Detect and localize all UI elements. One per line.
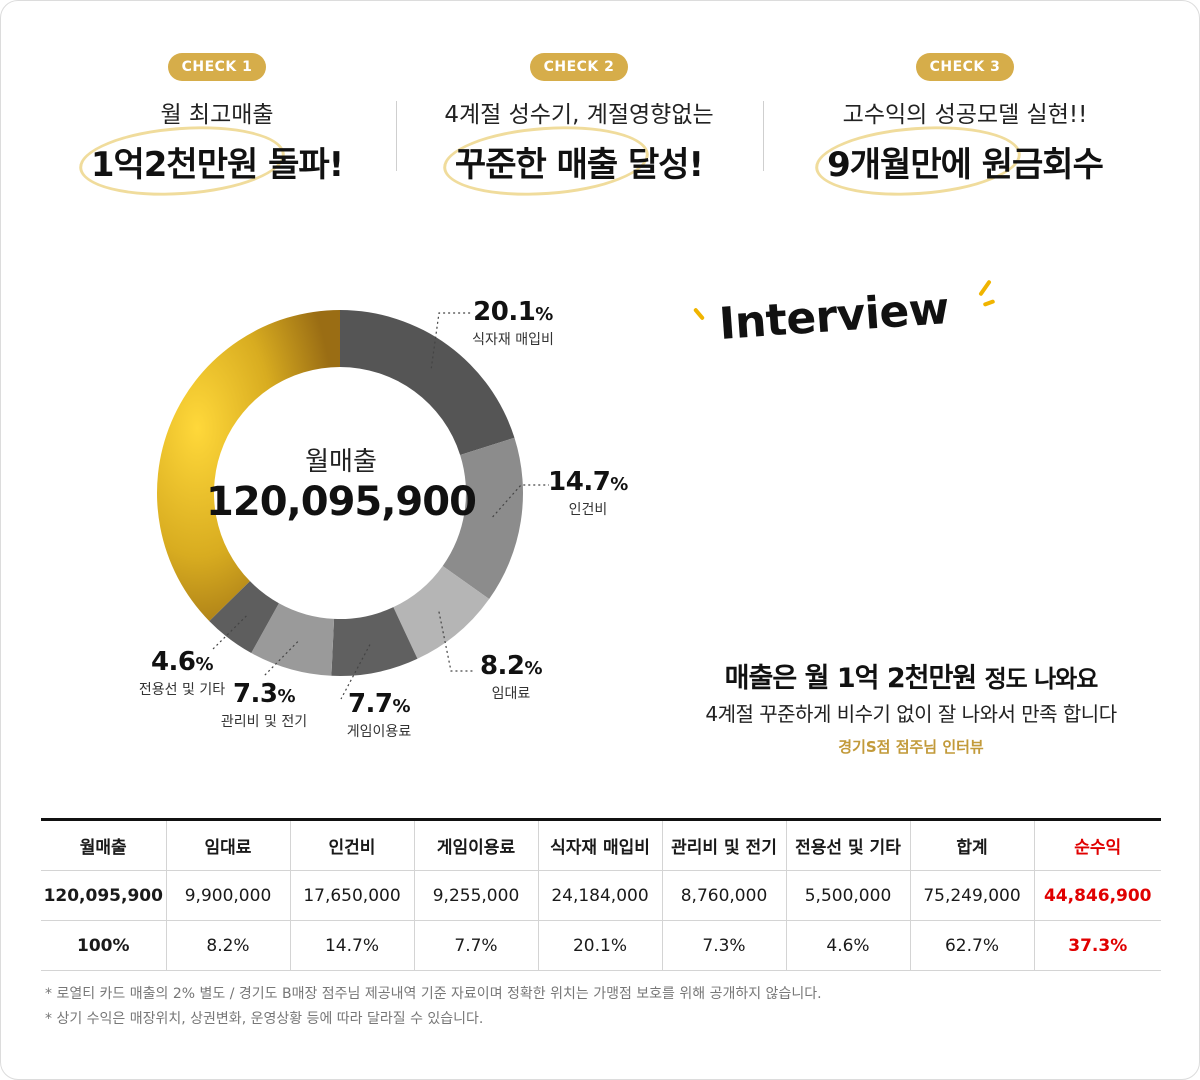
check-2: CHECK 2 4계절 성수기, 계절영향없는 꾸준한 매출 달성! bbox=[399, 53, 759, 203]
slice-name: 게임이용료 bbox=[346, 724, 412, 740]
slice-label-line: 4.6% 전용선 및 기타 bbox=[127, 647, 237, 699]
donut-center-label: 월매출 bbox=[305, 447, 377, 477]
table-cell: 14.7% bbox=[289, 920, 414, 971]
interview-title: Interview bbox=[717, 283, 951, 350]
slice-pct: 8.2% bbox=[479, 651, 543, 681]
check-3: CHECK 3 고수익의 성공모델 실현!! 9개월만에 원금회수 bbox=[785, 53, 1145, 203]
slice-pct-value: 20.1 bbox=[473, 297, 536, 327]
table-header-profit: 순수익 bbox=[1033, 819, 1161, 871]
check-3-line2: 9개월만에 원금회수 bbox=[813, 119, 1104, 203]
table-header: 전용선 및 기타 bbox=[785, 819, 910, 871]
table-cell: 120,095,900 bbox=[41, 870, 166, 921]
table-cell: 5,500,000 bbox=[785, 870, 910, 921]
table-cell: 24,184,000 bbox=[537, 870, 662, 921]
interview-quote: 매출은 월 1억 2천만원 정도 나와요 bbox=[641, 656, 1181, 695]
slice-pct: 7.3% bbox=[232, 679, 296, 709]
donut-slice-6 bbox=[209, 581, 279, 654]
table-cell: 75,249,000 bbox=[909, 870, 1034, 921]
check-3-badge: CHECK 3 bbox=[915, 53, 1015, 81]
table-cell-profit: 37.3% bbox=[1033, 920, 1161, 971]
leader-line-3 bbox=[438, 611, 473, 672]
check-2-line1: 4계절 성수기, 계절영향없는 bbox=[444, 102, 714, 128]
donut-slice-2 bbox=[442, 437, 523, 600]
divider bbox=[763, 101, 764, 171]
table-cell-profit: 44,846,900 bbox=[1033, 870, 1161, 921]
slice-name: 식자재 매입비 bbox=[472, 332, 554, 348]
table-cell: 8,760,000 bbox=[661, 870, 786, 921]
check-3-line1: 고수익의 성공모델 실현!! bbox=[842, 102, 1088, 128]
slice-name: 관리비 및 전기 bbox=[220, 714, 308, 730]
check-1-line2: 1억2천만원 돌파! bbox=[76, 119, 344, 203]
check-2-badge: CHECK 2 bbox=[529, 53, 629, 81]
table-header: 게임이용료 bbox=[413, 819, 538, 871]
table-cell: 9,255,000 bbox=[413, 870, 538, 921]
check-1-line1: 월 최고매출 bbox=[160, 102, 274, 128]
slice-label-labor: 14.7% 인건비 bbox=[543, 467, 633, 519]
slice-pct-value: 8.2 bbox=[479, 651, 525, 681]
slice-pct: 7.7% bbox=[347, 689, 411, 719]
footnote: * 상기 수익은 매장위치, 상권변화, 운영상황 등에 따라 달라질 수 있습… bbox=[45, 1011, 484, 1027]
donut-slice-5 bbox=[251, 603, 335, 676]
table-header: 식자재 매입비 bbox=[537, 819, 662, 871]
leader-line-1 bbox=[430, 312, 471, 369]
leader-line-4 bbox=[340, 644, 371, 700]
spark-decoration bbox=[978, 279, 992, 297]
table-cell: 100% bbox=[41, 920, 166, 971]
slice-pct: 20.1% bbox=[473, 297, 553, 327]
slice-name: 인건비 bbox=[568, 502, 608, 518]
interview-source: 경기S점 점주님 인터뷰 bbox=[838, 738, 984, 756]
slice-pct-value: 7.7 bbox=[347, 689, 393, 719]
check-1: CHECK 1 월 최고매출 1억2천만원 돌파! bbox=[37, 53, 397, 203]
donut-chart bbox=[157, 310, 549, 700]
table-cell: 7.7% bbox=[413, 920, 538, 971]
check-1-badge: CHECK 1 bbox=[167, 53, 267, 81]
spark-decoration bbox=[692, 307, 706, 321]
table-header: 임대료 bbox=[165, 819, 290, 871]
table-header: 관리비 및 전기 bbox=[661, 819, 786, 871]
check-3-highlight: 9개월만에 원금회수 bbox=[827, 145, 1104, 185]
spark-decoration bbox=[982, 299, 996, 307]
slice-label-game: 7.7% 게임이용료 bbox=[331, 689, 427, 741]
check-2-line2: 꾸준한 매출 달성! bbox=[440, 119, 704, 203]
quote-rest: 정도 나와요 bbox=[984, 665, 1099, 693]
table-cell: 8.2% bbox=[165, 920, 290, 971]
table-cell: 62.7% bbox=[909, 920, 1034, 971]
slice-label-admin: 7.3% 관리비 및 전기 bbox=[211, 679, 317, 731]
slice-pct: 14.7% bbox=[548, 467, 628, 497]
donut-slice-3 bbox=[393, 565, 490, 659]
table-header: 합계 bbox=[909, 819, 1034, 871]
table-cell: 7.3% bbox=[661, 920, 786, 971]
quote-strong: 매출은 월 1억 2천만원 bbox=[724, 663, 977, 694]
table-cell: 20.1% bbox=[537, 920, 662, 971]
donut-center-value: 120,095,900 bbox=[206, 479, 477, 525]
leader-line-2 bbox=[492, 484, 549, 518]
table-header: 인건비 bbox=[289, 819, 414, 871]
slice-pct-value: 4.6 bbox=[150, 647, 196, 677]
table-cell: 9,900,000 bbox=[165, 870, 290, 921]
slice-name: 전용선 및 기타 bbox=[138, 682, 226, 698]
table-row-values: 120,095,900 9,900,000 17,650,000 9,255,0… bbox=[41, 870, 1161, 921]
interview-sub: 4계절 꾸준하게 비수기 없이 잘 나와서 만족 합니다 bbox=[705, 702, 1117, 726]
leader-line-5 bbox=[262, 641, 299, 678]
table-header: 월매출 bbox=[41, 819, 166, 871]
donut-slice-1 bbox=[340, 310, 515, 455]
check-1-highlight: 1억2천만원 돌파! bbox=[90, 145, 344, 185]
check-2-highlight: 꾸준한 매출 달성! bbox=[454, 145, 704, 185]
cost-table: 월매출 임대료 인건비 게임이용료 식자재 매입비 관리비 및 전기 전용선 및… bbox=[41, 818, 1161, 971]
donut-slice-4 bbox=[331, 607, 418, 676]
slice-name: 임대료 bbox=[491, 686, 531, 702]
footnote: * 로열티 카드 매출의 2% 별도 / 경기도 B매장 점주님 제공내역 기준… bbox=[45, 986, 822, 1002]
donut-slice-0 bbox=[157, 310, 340, 622]
slice-pct-value: 7.3 bbox=[232, 679, 278, 709]
slice-pct-value: 14.7 bbox=[548, 467, 611, 497]
slice-label-rent: 8.2% 임대료 bbox=[471, 651, 551, 703]
table-header-row: 월매출 임대료 인건비 게임이용료 식자재 매입비 관리비 및 전기 전용선 및… bbox=[41, 819, 1161, 871]
divider bbox=[396, 101, 397, 171]
table-row-percents: 100% 8.2% 14.7% 7.7% 20.1% 7.3% 4.6% 62.… bbox=[41, 920, 1161, 971]
slice-label-food: 20.1% 식자재 매입비 bbox=[463, 297, 563, 349]
table-cell: 17,650,000 bbox=[289, 870, 414, 921]
table-cell: 4.6% bbox=[785, 920, 910, 971]
slice-pct: 4.6% bbox=[150, 647, 214, 677]
